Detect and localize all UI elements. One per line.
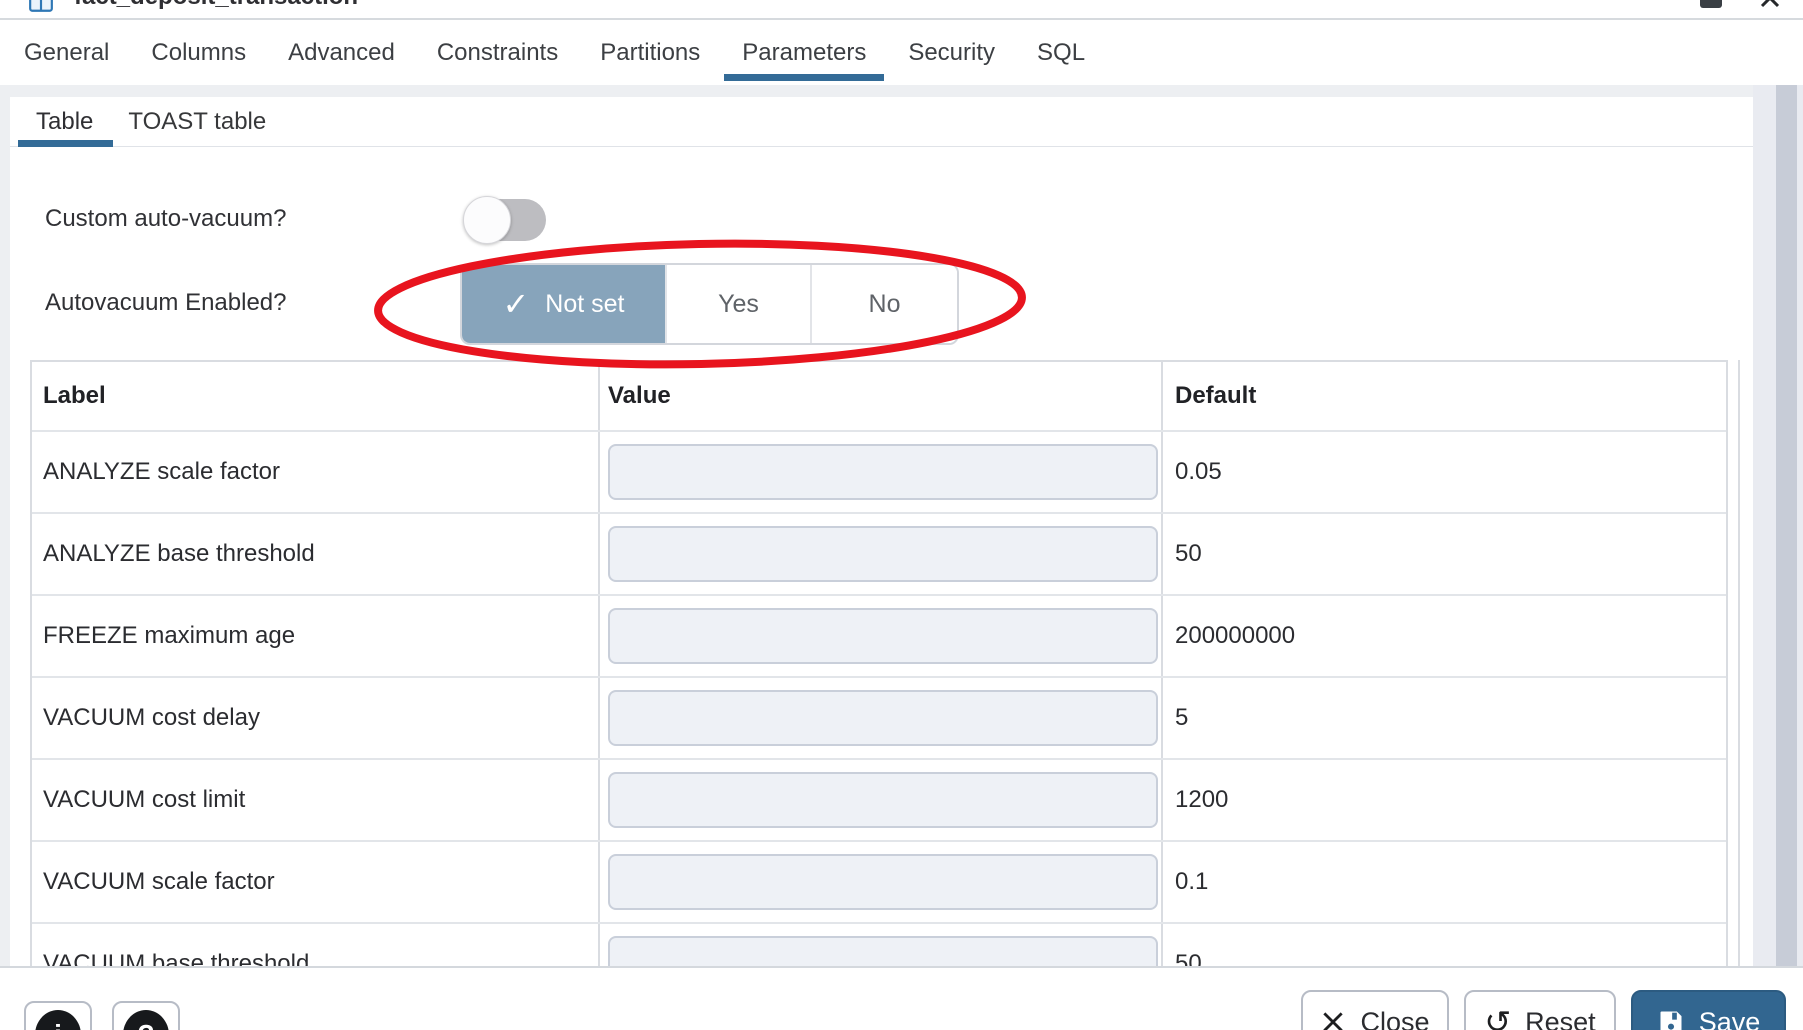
- tab-columns[interactable]: Columns: [151, 38, 247, 66]
- default-value: 5: [1175, 704, 1189, 731]
- parameter-row: ANALYZE base threshold 50: [32, 512, 1726, 594]
- tab-parameters[interactable]: Parameters: [724, 20, 885, 85]
- scrollbar-thumb[interactable]: [1776, 85, 1797, 966]
- value-input[interactable]: [608, 608, 1158, 664]
- toggle-knob: [463, 196, 511, 244]
- table-icon: [28, 0, 54, 18]
- tab-constraints[interactable]: Constraints: [436, 38, 559, 66]
- save-button[interactable]: Save: [1631, 990, 1786, 1030]
- titlebar-divider: [0, 18, 1803, 20]
- default-value: 0.1: [1175, 868, 1209, 895]
- parameters-grid: Label Value Default ANALYZE scale factor…: [30, 360, 1728, 966]
- active-subtab-underline: [18, 140, 114, 147]
- window-title: fact_deposit_transaction: [74, 0, 358, 11]
- parameter-row: VACUUM scale factor 0.1: [32, 840, 1726, 922]
- parameter-label: ANALYZE base threshold: [32, 514, 600, 594]
- close-icon[interactable]: [1758, 0, 1782, 15]
- default-value: 50: [1175, 950, 1202, 966]
- value-input[interactable]: [608, 690, 1158, 746]
- option-no[interactable]: No: [810, 265, 957, 343]
- parameter-row: VACUUM base threshold 50: [32, 922, 1726, 966]
- autovacuum-enabled-group: ✓ Not set Yes No: [460, 263, 959, 345]
- default-value: 0.05: [1175, 458, 1222, 485]
- tab-sql[interactable]: SQL: [1037, 38, 1086, 66]
- close-button[interactable]: Close: [1301, 990, 1449, 1030]
- save-floppy-icon: [1660, 1011, 1682, 1030]
- parameter-row: VACUUM cost delay 5: [32, 676, 1726, 758]
- grid-right-gutter: [1738, 360, 1740, 966]
- active-tab-underline: [724, 74, 885, 81]
- help-button[interactable]: ?: [112, 1001, 180, 1030]
- tab-security[interactable]: Security: [908, 38, 996, 66]
- parameters-subtabs: Table TOAST table: [10, 97, 1753, 147]
- default-value: 1200: [1175, 786, 1229, 813]
- column-header-default: Default: [1175, 382, 1257, 409]
- dialog-titlebar: fact_deposit_transaction: [0, 0, 1803, 18]
- column-header-value: Value: [600, 362, 1163, 430]
- value-input[interactable]: [608, 936, 1158, 966]
- parameter-row: ANALYZE scale factor 0.05: [32, 430, 1726, 512]
- custom-autovacuum-toggle[interactable]: [463, 196, 546, 244]
- sql-info-button[interactable]: i: [24, 1001, 92, 1030]
- parameter-label: VACUUM cost delay: [32, 678, 600, 758]
- parameter-row: FREEZE maximum age 200000000: [32, 594, 1726, 676]
- tab-partitions[interactable]: Partitions: [600, 38, 701, 66]
- value-input[interactable]: [608, 772, 1158, 828]
- parameter-label: ANALYZE scale factor: [32, 432, 600, 512]
- subtab-table[interactable]: Table: [18, 97, 114, 147]
- option-not-set[interactable]: ✓ Not set: [462, 265, 665, 343]
- dialog-content: Table TOAST table Custom auto-vacuum? Au…: [0, 85, 1803, 966]
- value-input[interactable]: [608, 854, 1158, 910]
- parameter-label: VACUUM cost limit: [32, 760, 600, 840]
- tab-advanced[interactable]: Advanced: [288, 38, 395, 66]
- detach-icon[interactable]: [1700, 0, 1722, 8]
- parameter-label: VACUUM scale factor: [32, 842, 600, 922]
- vertical-scrollbar[interactable]: [1753, 85, 1803, 966]
- custom-autovacuum-label: Custom auto-vacuum?: [45, 205, 287, 232]
- value-input[interactable]: [608, 526, 1158, 582]
- column-header-label: Label: [32, 362, 600, 430]
- subtab-toast-table[interactable]: TOAST table: [128, 107, 267, 135]
- parameter-label: VACUUM base threshold: [32, 924, 600, 966]
- default-value: 50: [1175, 540, 1202, 567]
- value-input[interactable]: [608, 444, 1158, 500]
- reset-button[interactable]: ↺ Reset: [1464, 990, 1616, 1030]
- autovacuum-enabled-label: Autovacuum Enabled?: [45, 289, 287, 316]
- parameter-label: FREEZE maximum age: [32, 596, 600, 676]
- dialog-footer: i ? Close ↺ Reset Save: [0, 966, 1803, 1030]
- info-icon: i: [35, 1010, 81, 1030]
- help-icon: ?: [123, 1010, 169, 1030]
- properties-tabbar: General Columns Advanced Constraints Par…: [0, 20, 1803, 85]
- option-yes[interactable]: Yes: [665, 265, 810, 343]
- grid-header-row: Label Value Default: [32, 362, 1726, 430]
- close-x-icon: [1323, 1012, 1344, 1030]
- reset-icon: ↺: [1484, 1004, 1512, 1030]
- parameters-panel: Table TOAST table Custom auto-vacuum? Au…: [10, 97, 1753, 966]
- check-icon: ✓: [502, 286, 530, 322]
- default-value: 200000000: [1175, 622, 1296, 649]
- tab-general[interactable]: General: [24, 38, 110, 66]
- parameter-row: VACUUM cost limit 1200: [32, 758, 1726, 840]
